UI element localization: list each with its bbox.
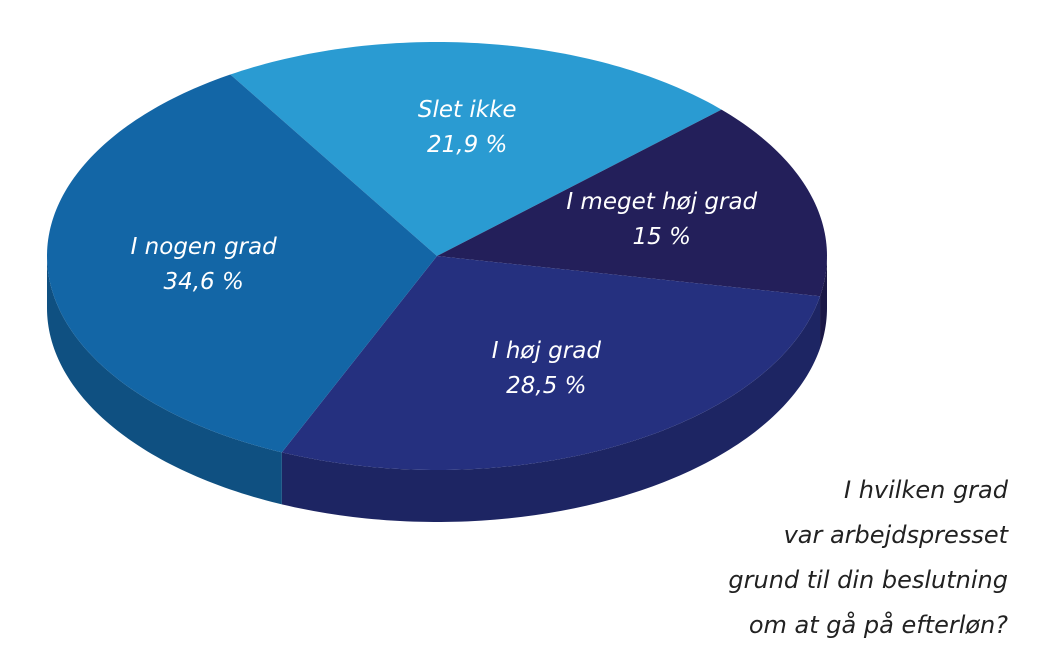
slice-label: Slet ikke [418,97,517,123]
slice-side [281,296,821,522]
pie: Slet ikke 21,9 % I meget høj grad 15 % I høj… [47,42,827,522]
title-line: grund til din beslutning [728,566,1008,594]
slice [437,109,827,297]
slice-value-label: 28,5 % [506,373,586,399]
slice-label: I nogen grad [131,234,278,260]
slice [47,74,437,453]
title-line: var arbejdspresset [784,521,1010,549]
slice-side [47,256,282,505]
slice-label: I høj grad [492,338,602,364]
slice-value-label: 34,6 % [163,269,243,295]
slice [281,256,821,470]
slice-label: I meget høj grad [566,189,757,215]
slice [230,42,722,256]
slice-side [820,256,827,349]
title-line: I hvilken grad [844,476,1009,504]
chart-title: I hvilken grad var arbejdspresset grund ti… [728,476,1009,639]
title-line: om at gå på efterløn? [749,610,1008,639]
slice-value-label: 21,9 % [427,132,507,158]
slice-value-label: 15 % [633,224,691,250]
